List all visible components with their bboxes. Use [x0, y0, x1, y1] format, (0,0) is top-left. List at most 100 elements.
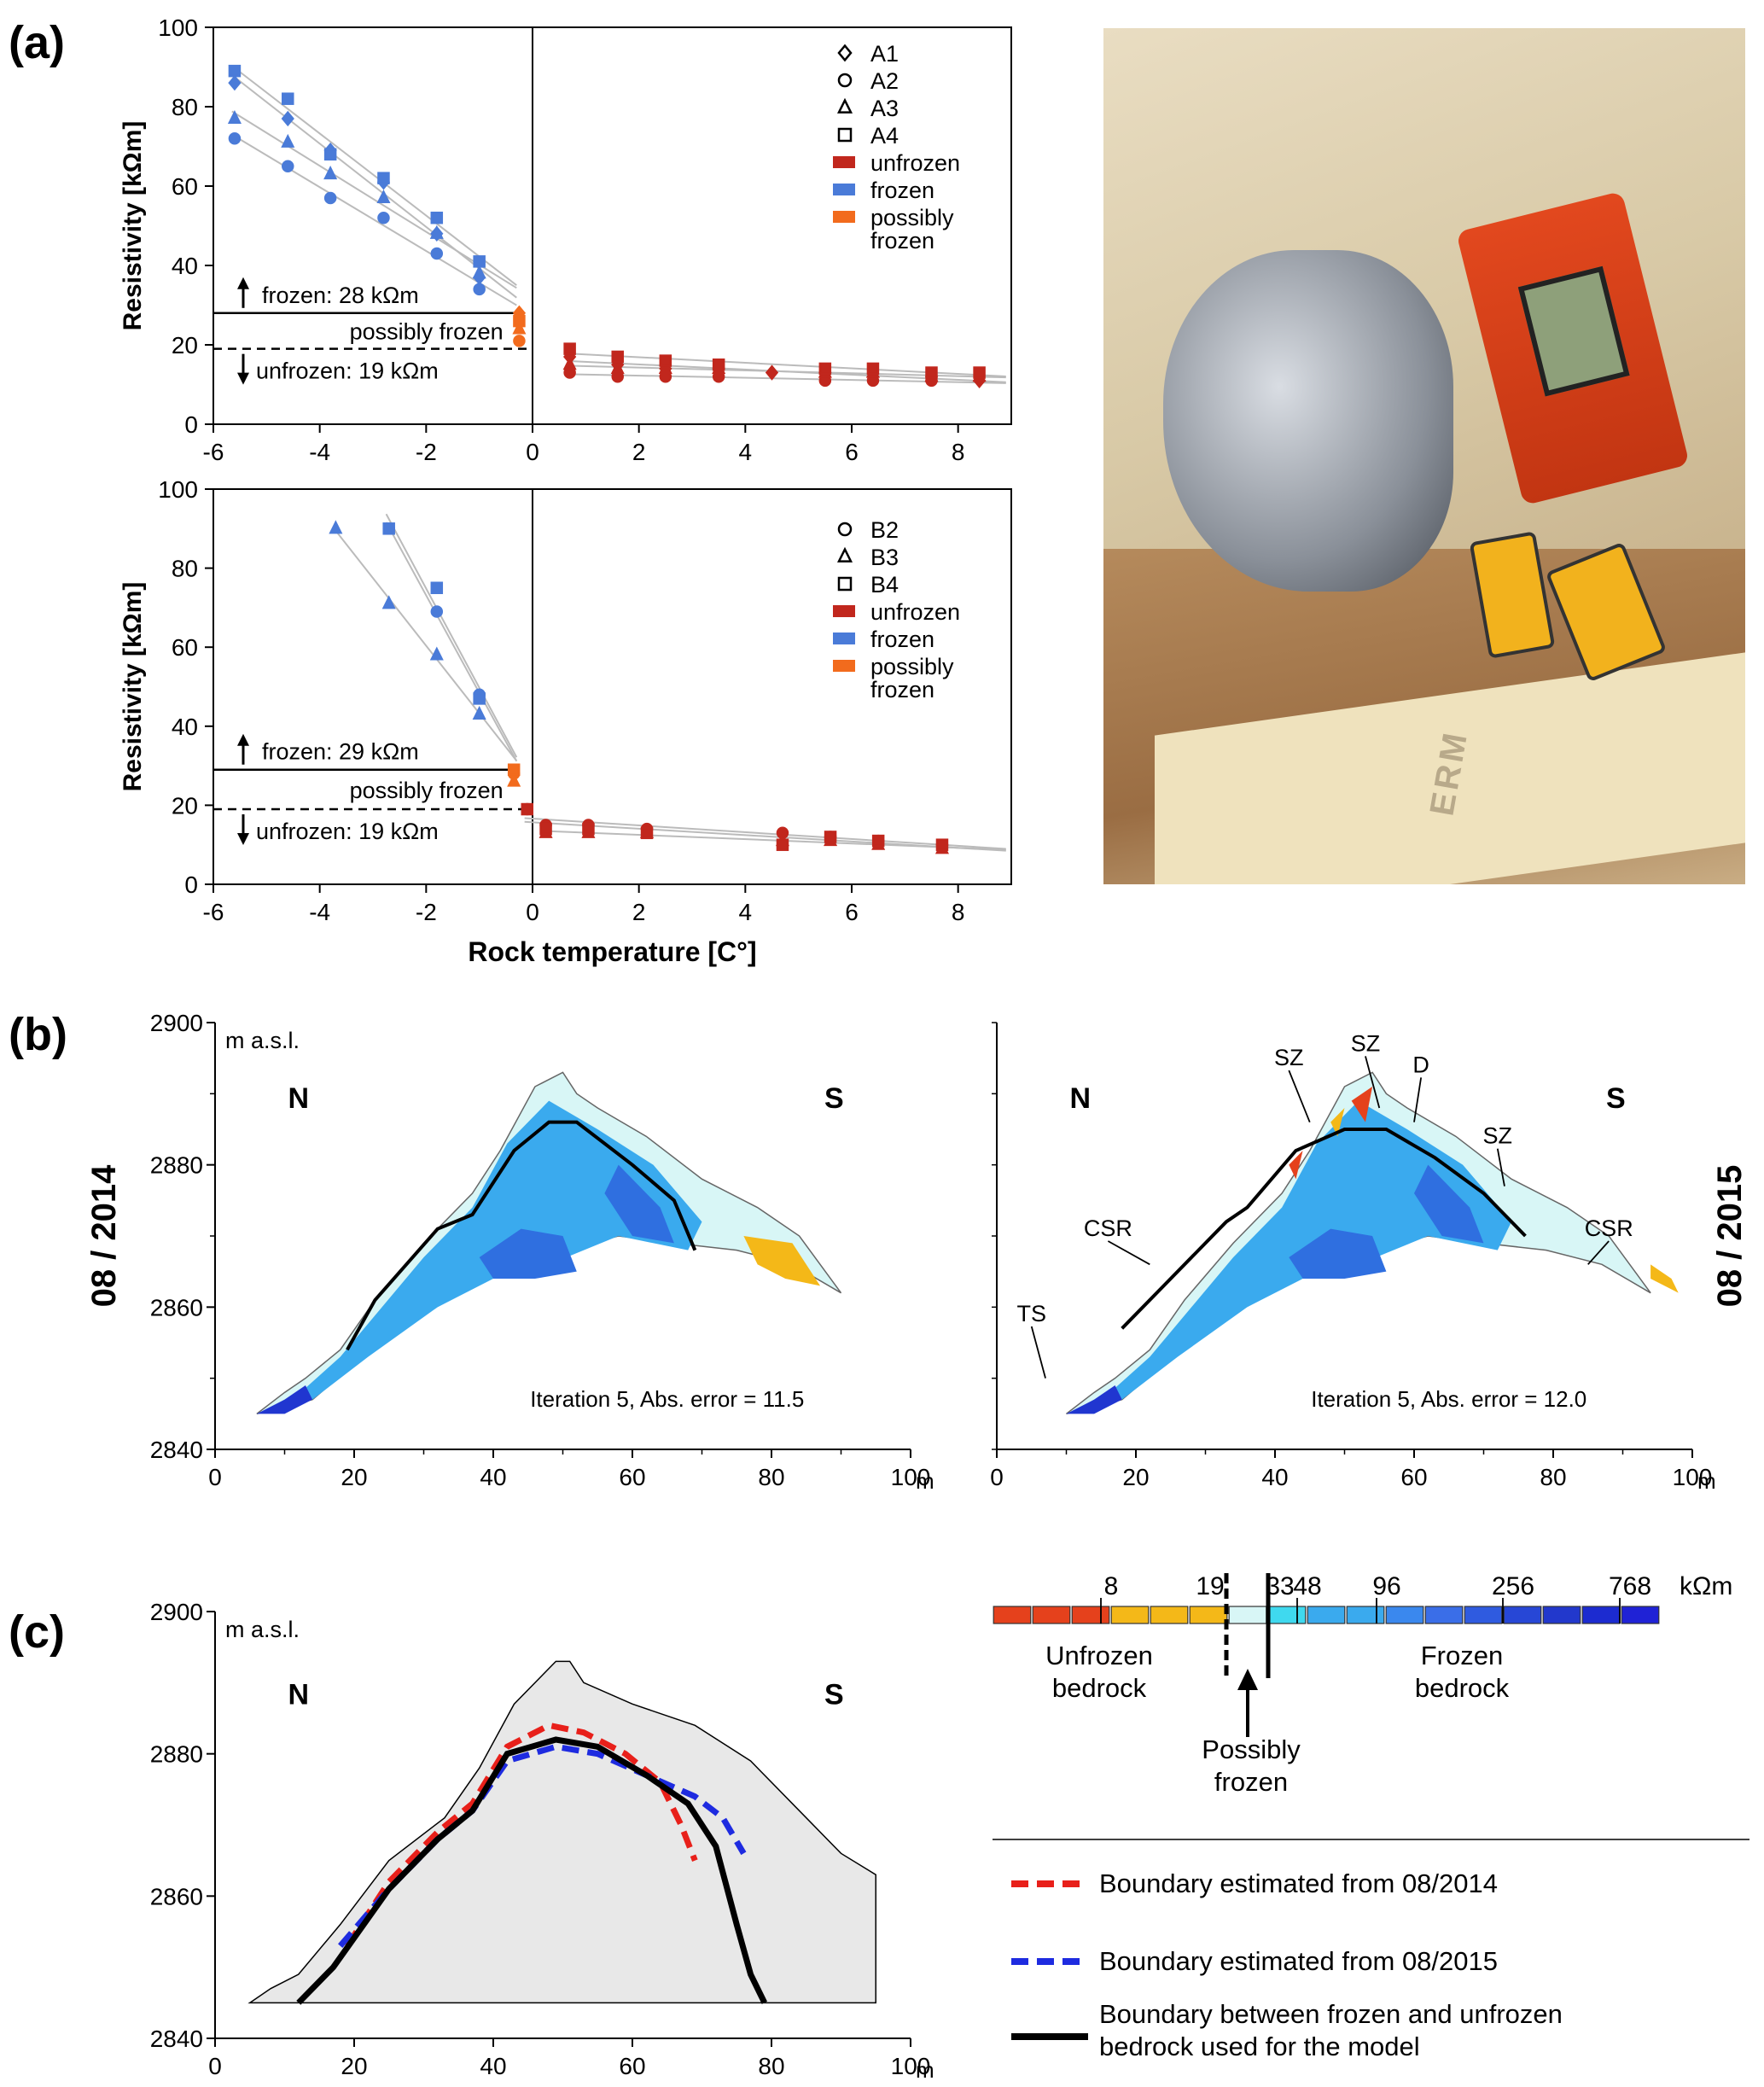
unfrozen-point: [611, 350, 624, 364]
colorscale-cell: [1110, 1606, 1150, 1624]
legend-text: Boundary estimated from 08/2015: [1099, 1946, 1498, 1976]
legend-label: B3: [870, 545, 899, 570]
colorscale-cell: [1150, 1606, 1189, 1624]
x-tick-label: 2: [632, 439, 646, 465]
legend-text: Boundary estimated from 08/2014: [1099, 1868, 1498, 1898]
x-unit-label: m: [1697, 1468, 1716, 1494]
legend-swatch: [833, 660, 855, 672]
frozen-point: [377, 211, 390, 224]
south-label: S: [824, 1678, 844, 1711]
frozen-point: [429, 224, 444, 239]
y-tick-label: 20: [172, 332, 198, 359]
possibly-frozen-label: Possibly: [1202, 1734, 1301, 1764]
meter-screen: [1517, 265, 1630, 397]
colorscale-cell: [1581, 1606, 1621, 1624]
legend-marker: [836, 97, 853, 114]
frozen-fit-line: [231, 110, 517, 289]
frozen-point: [282, 160, 294, 172]
x-tick-label: -2: [416, 899, 437, 925]
possibly-frozen-label: possibly frozen: [350, 778, 504, 803]
frozen-point: [228, 74, 242, 91]
frozen-point: [281, 133, 295, 148]
y-tick-label: 2860: [150, 1883, 203, 1909]
unfrozen-point: [866, 362, 880, 376]
unfrozen-point: [640, 826, 654, 840]
unfrozen-fit-line: [524, 820, 1006, 852]
colorscale-cell: [1071, 1606, 1110, 1624]
x-unit-label: m: [916, 2057, 934, 2083]
colorscale-tick-label: 256: [1492, 1572, 1534, 1600]
legend-marker: [837, 576, 853, 592]
unfrozen-threshold-label: unfrozen: 19 kΩm: [256, 819, 439, 844]
survey-date-label: 08 / 2014: [85, 1164, 123, 1308]
x-tick-label: -2: [416, 439, 437, 465]
possibly-frozen-arrow-head: [1237, 1669, 1258, 1690]
feature-leader-line: [1413, 1077, 1423, 1122]
colorscale-tick-label: 8: [1104, 1572, 1119, 1600]
frozen-fit-line: [385, 513, 518, 758]
y-unit-label: m a.s.l.: [225, 1617, 300, 1642]
x-tick-label: 8: [952, 899, 965, 925]
north-label: N: [288, 1678, 310, 1711]
frozen-point: [228, 131, 242, 145]
feature-label: D: [1412, 1052, 1429, 1077]
x-tick-label: -4: [309, 899, 330, 925]
boundary-series-line: [338, 1743, 747, 1948]
y-tick-label: 0: [184, 872, 198, 898]
legend-label: unfrozen: [870, 150, 960, 176]
x-tick-label: 20: [341, 1464, 367, 1490]
legend-swatch: [833, 211, 855, 223]
frozen-point: [323, 148, 337, 161]
legend-label: possibly: [870, 205, 954, 230]
colorscale-cell: [993, 1606, 1032, 1624]
legend-swatch: [833, 605, 855, 617]
unfrozen-point: [973, 366, 986, 379]
legend-label: A2: [870, 68, 899, 94]
boundary-line: [346, 1120, 697, 1351]
y-tick-label: 40: [172, 253, 198, 279]
colorscale-cell: [1464, 1606, 1503, 1624]
colorscale-cell: [1267, 1606, 1307, 1624]
up-arrow-head: [237, 733, 249, 746]
colorscale-unit-label: kΩm: [1680, 1572, 1732, 1600]
y-axis-label: Resistivity [kΩm]: [119, 121, 147, 331]
feature-label: SZ: [1483, 1123, 1513, 1149]
down-arrow-head: [237, 833, 249, 846]
legend-label: A4: [870, 123, 899, 149]
colorscale-tick-label: 48: [1293, 1572, 1321, 1600]
x-tick-label: 4: [739, 439, 753, 465]
feature-leader-line: [1288, 1070, 1311, 1123]
x-tick-label: 80: [758, 2053, 784, 2079]
legend-label: A1: [870, 41, 899, 67]
possibly-frozen-point: [507, 772, 521, 787]
feature-label: CSR: [1585, 1215, 1633, 1241]
legend-marker: [837, 44, 853, 62]
unfrozen-zone: [1330, 1108, 1345, 1137]
possibly-frozen-point: [512, 320, 527, 335]
feature-leader-line: [1496, 1148, 1505, 1186]
frozen-point: [382, 522, 395, 535]
colorscale-cell: [1542, 1606, 1581, 1624]
y-axis-label: Resistivity [kΩm]: [119, 582, 147, 792]
panel-label-b: (b): [9, 1009, 67, 1060]
x-tick-label: 8: [952, 439, 965, 465]
possibly-frozen-point: [507, 763, 521, 776]
colorscale-cell: [1307, 1606, 1346, 1624]
legend-swatch: [833, 184, 855, 195]
colorscale-cell: [1346, 1606, 1385, 1624]
x-unit-label: m: [916, 1468, 934, 1494]
frozen-point: [430, 581, 444, 594]
x-tick-label: 100: [1673, 1464, 1713, 1490]
frozen-threshold-label: frozen: 29 kΩm: [262, 739, 419, 765]
unfrozen-point: [824, 831, 837, 843]
boundary-legend: Boundary estimated from 08/2014 Boundary …: [993, 1839, 1749, 2061]
frozen-zone-toe: [1066, 1385, 1122, 1414]
x-tick-label: 40: [1261, 1464, 1288, 1490]
y-tick-label: 2880: [150, 1152, 203, 1179]
survey-date-label: 08 / 2015: [1711, 1165, 1749, 1308]
down-arrow-head: [237, 372, 249, 385]
y-tick-label: 60: [172, 173, 198, 200]
